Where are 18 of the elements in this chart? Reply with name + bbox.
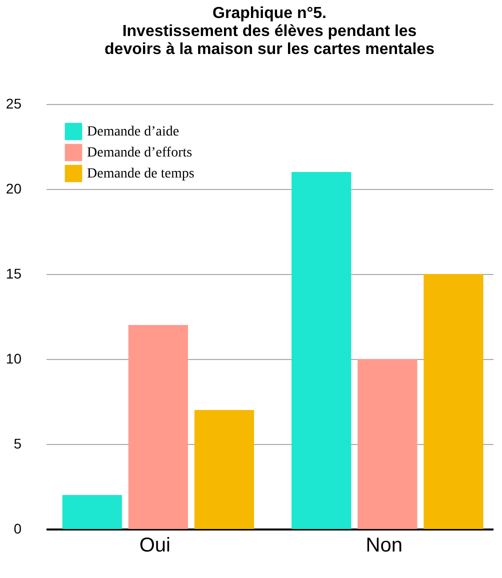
y-tick-label: 20 [6,180,22,196]
chart-title: Graphique n°5. Investissement des élèves pendant les devoirs à la maison sur les cartes mentales [104,5,435,58]
y-tick-label: 15 [6,266,22,282]
x-tick-label: Non [366,534,402,556]
bar [292,172,352,529]
y-tick-label: 5 [14,436,22,452]
y-tick-label: 10 [6,350,22,366]
bar [128,325,188,529]
legend-label: Demande de temps [87,166,194,182]
x-tick-label: Oui [139,534,170,556]
y-tick-label: 0 [14,520,22,536]
bar [358,359,418,529]
bar [194,410,254,529]
bar [424,274,484,529]
y-tick-label: 25 [6,96,22,112]
bar [62,495,122,529]
legend-label: Demande d’efforts [87,146,192,160]
legend-label: Demande d’aide [87,124,180,140]
